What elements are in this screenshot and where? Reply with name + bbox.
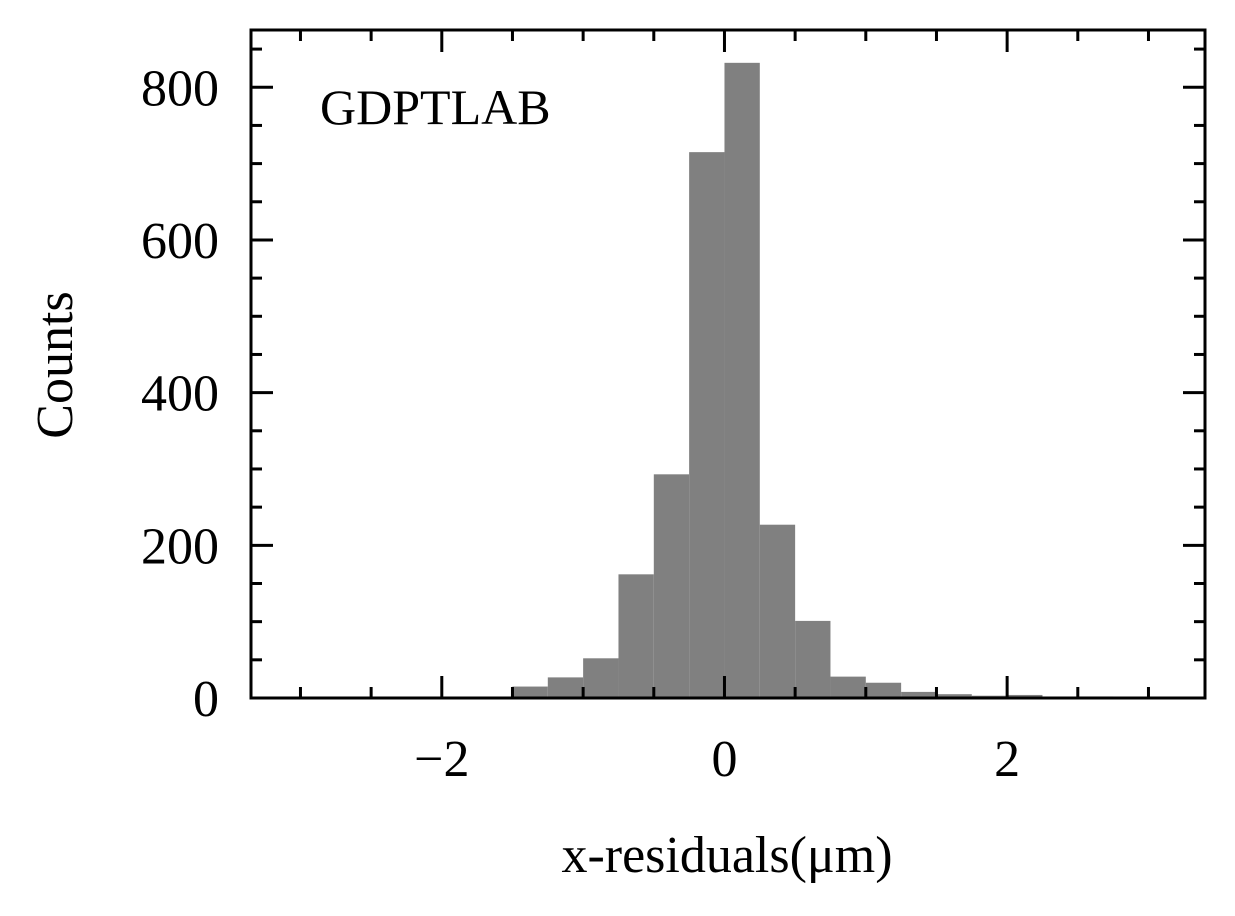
- histogram-bar: [901, 691, 937, 698]
- y-tick-label: 800: [141, 60, 219, 117]
- x-axis-label: x-residuals(μm): [561, 827, 892, 884]
- y-axis-label: Counts: [27, 291, 84, 438]
- histogram-bar: [583, 658, 619, 698]
- histogram-bar: [653, 474, 690, 698]
- y-tick-label: 200: [141, 518, 219, 575]
- tick-labels-layer: −2 0 2 0 200 400 600 800: [141, 60, 1020, 788]
- y-tick-label: 400: [141, 366, 219, 423]
- histogram-bar: [759, 524, 796, 698]
- bars-layer: [512, 62, 1114, 699]
- histogram-bar: [936, 694, 972, 698]
- x-tick-label: 2: [994, 731, 1020, 788]
- plot-frame: [249, 28, 1207, 700]
- histogram-bar: [724, 62, 760, 698]
- histogram-bar: [865, 682, 902, 698]
- histogram-bar: [830, 676, 866, 698]
- histogram-bar: [618, 574, 654, 698]
- histogram-bar: [689, 152, 725, 699]
- histogram-bar: [547, 677, 584, 698]
- y-tick-label: 600: [141, 213, 219, 270]
- chart-annotation: GDPTLAB: [320, 79, 551, 135]
- x-tick-label: 0: [711, 731, 737, 788]
- y-tick-label: 0: [193, 671, 219, 728]
- histogram-bar: [512, 686, 548, 698]
- histogram-bar: [1007, 694, 1043, 698]
- histogram-bar: [795, 620, 831, 698]
- x-tick-label: −2: [414, 731, 469, 788]
